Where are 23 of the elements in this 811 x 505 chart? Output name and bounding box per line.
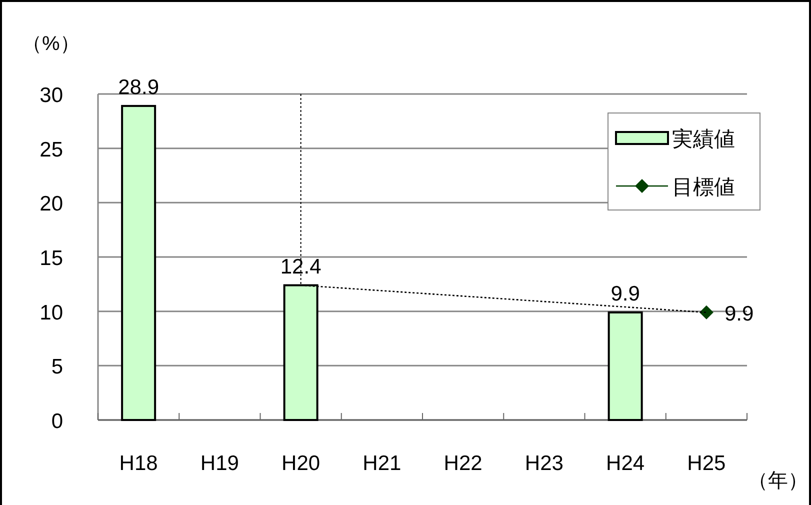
- y-tick-label: 30: [40, 84, 63, 107]
- y-tick-label: 20: [40, 192, 63, 216]
- legend-label: 目標値: [672, 176, 735, 199]
- x-tick-label: H18: [119, 452, 158, 475]
- y-tick-label: 0: [51, 410, 63, 433]
- x-tick-label: H25: [687, 452, 726, 475]
- y-tick-label: 5: [51, 356, 63, 379]
- y-tick-label: 25: [40, 138, 63, 162]
- data-label: 28.9: [118, 76, 159, 99]
- x-tick-label: H22: [444, 452, 482, 475]
- x-tick-label: H23: [524, 452, 564, 475]
- data-label: 9.9: [610, 282, 640, 306]
- legend-label: 実績値: [672, 128, 735, 151]
- y-axis-title: （%）: [22, 33, 80, 55]
- x-axis-title: （年）: [748, 470, 808, 492]
- x-tick-label: H21: [362, 452, 402, 475]
- x-tick-label: H19: [200, 452, 239, 475]
- x-tick-label: H20: [282, 452, 320, 475]
- y-tick-label: 15: [40, 247, 63, 270]
- data-label: 12.4: [280, 255, 322, 278]
- y-tick-label: 10: [40, 301, 63, 324]
- data-label: 9.9: [724, 302, 754, 326]
- x-tick-label: H24: [606, 452, 645, 475]
